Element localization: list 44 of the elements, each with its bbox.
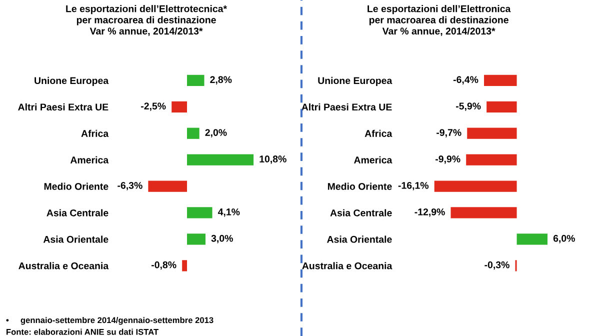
data-label: -12,9% [414, 208, 445, 217]
data-label: 3,0% [211, 234, 233, 244]
data-label: 6,0% [553, 234, 575, 244]
y-tick-label: Africa [81, 130, 109, 137]
y-tick-label: Altri Paesi Extra UE [302, 103, 392, 111]
source-note: Fonte: elaborazioni ANIE su dati ISTAT [6, 328, 159, 335]
data-label: 2,8% [210, 76, 232, 84]
data-label: 2,0% [205, 129, 227, 138]
bar [187, 154, 254, 166]
data-label: -16,1% [398, 182, 429, 190]
bar [172, 101, 188, 112]
y-tick-label: Altri Paesi Extra UE [18, 103, 108, 111]
text: • gennaio-settembre 2014/gennaio-settembre 2013 [6, 316, 214, 325]
data-label: -9,9% [436, 156, 460, 164]
y-tick-label: Unione Europea [318, 76, 392, 86]
bar [187, 234, 206, 245]
bar [187, 128, 200, 139]
data-label: -6,4% [453, 76, 478, 84]
y-tick-label: Asia Centrale [46, 209, 108, 216]
bar [187, 74, 204, 86]
y-tick-label: America [354, 156, 392, 164]
y-tick-label: Medio Oriente [328, 182, 392, 190]
y-tick-label: Asia Orientale [327, 236, 392, 243]
y-tick-label: Unione Europea [34, 76, 109, 86]
data-label: -6,3% [118, 182, 142, 190]
chart-title: Le esportazioni dell’Elettronica per macroarea di destinazione Var % annue, 2014/2013* [368, 5, 511, 36]
bar [182, 260, 188, 272]
y-tick-label: Asia Centrale [330, 209, 392, 216]
data-label: 10,8% [260, 156, 286, 164]
bar [187, 207, 212, 218]
data-label: -2,5% [141, 102, 166, 111]
data-label: -9,7% [436, 129, 462, 138]
bar [148, 180, 188, 192]
y-tick-label: Medio Oriente [44, 182, 108, 190]
data-label: -0,8% [152, 261, 176, 270]
data-label: -5,9% [456, 102, 481, 111]
data-label: -0,3% [484, 261, 510, 270]
y-tick-label: Australia e Oceania [302, 262, 392, 270]
data-label: 4,1% [218, 208, 240, 217]
y-tick-label: Australia e Oceania [18, 262, 109, 270]
chart-title: Le esportazioni dell’Elettrotecnica* per macroarea di destinazione Var % annue, 2014/2013* [66, 5, 228, 36]
y-tick-label: Asia Orientale [43, 236, 108, 243]
y-tick-label: America [70, 156, 109, 164]
y-tick-label: Africa [364, 130, 392, 137]
